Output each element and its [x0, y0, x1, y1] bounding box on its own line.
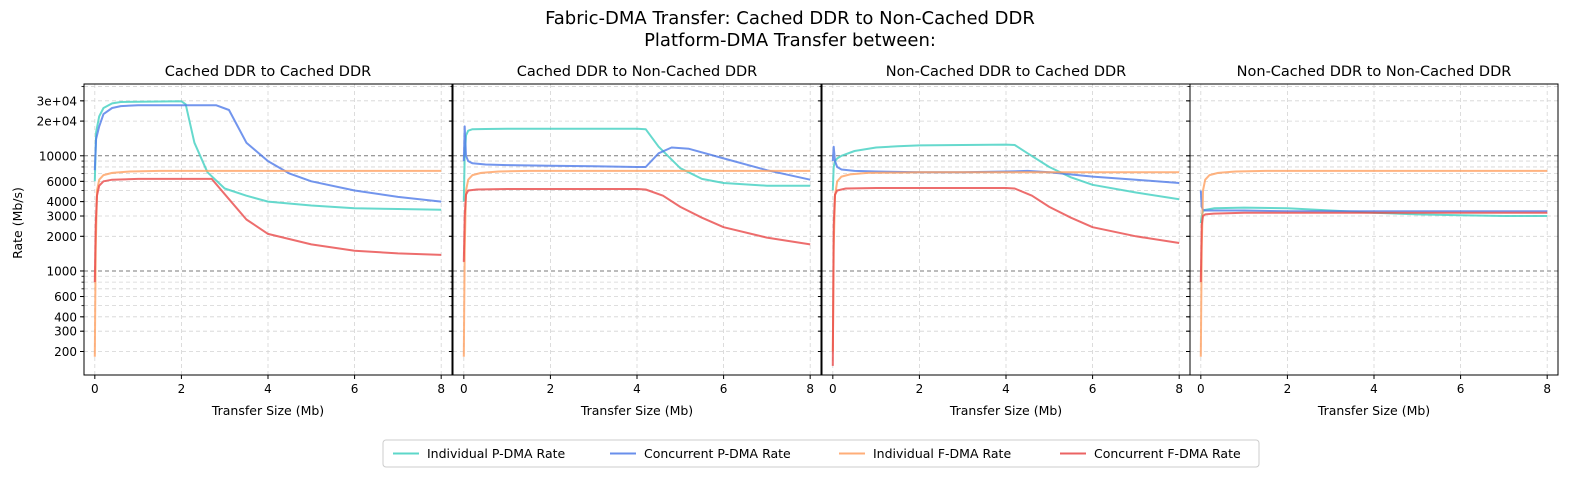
panel-title: Non-Cached DDR to Cached DDR	[886, 64, 1127, 80]
legend-label: Individual F-DMA Rate	[873, 446, 1011, 461]
x-tick-label: 8	[806, 382, 814, 396]
x-tick-label: 8	[1543, 382, 1551, 396]
x-tick-label: 4	[1370, 382, 1378, 396]
x-tick-label: 0	[460, 382, 468, 396]
legend-label: Concurrent F-DMA Rate	[1094, 446, 1241, 461]
legend-label: Concurrent P-DMA Rate	[644, 446, 791, 461]
x-tick-label: 2	[916, 382, 924, 396]
series-line-concurrent-p-dma-rate	[462, 125, 811, 181]
legend-frame	[382, 439, 1260, 468]
x-tick-label: 8	[437, 382, 445, 396]
series-line-individual-f-dma-rate	[1199, 169, 1548, 357]
legend-entry: Concurrent P-DMA Rate	[610, 446, 791, 461]
legend-entry: Concurrent F-DMA Rate	[1060, 446, 1241, 461]
series-line-concurrent-f-dma-rate	[1199, 211, 1548, 283]
panel-title: Cached DDR to Non-Cached DDR	[517, 64, 758, 80]
x-tick-label: 2	[178, 382, 186, 396]
y-tick-label: 4000	[46, 195, 77, 209]
y-tick-label: 2000	[46, 230, 77, 244]
panel-1: Cached DDR to Cached DDR 0 2 4 6 8 Transfer Si…	[37, 64, 453, 418]
y-tick-label: 400	[54, 310, 77, 324]
legend-entry: Individual P-DMA Rate	[393, 446, 566, 461]
x-axis-label: Transfer Size (Mb)	[211, 403, 324, 418]
series-line-concurrent-f-dma-rate	[93, 177, 442, 283]
x-tick-label: 0	[1197, 382, 1205, 396]
x-tick-label: 2	[1284, 382, 1292, 396]
x-tick-label: 0	[91, 382, 99, 396]
panels: Cached DDR to Cached DDR 0 2 4 6 8 Transfer Si…	[37, 64, 1559, 418]
series-line-individual-p-dma-rate	[462, 127, 811, 202]
series-line-concurrent-f-dma-rate	[831, 187, 1180, 366]
y-tick-label: 3e+04	[37, 94, 77, 108]
y-tick-label: 10000	[39, 149, 77, 163]
legend: Individual P-DMA Rate Concurrent P-DMA Ra…	[382, 439, 1260, 468]
figure-title-line1: Fabric-DMA Transfer: Cached DDR to Non-C…	[545, 8, 1035, 29]
legend-entry: Individual F-DMA Rate	[839, 446, 1011, 461]
x-tick-label: 0	[829, 382, 837, 396]
y-tick-label: 1000	[46, 264, 77, 278]
x-tick-label: 8	[1175, 382, 1183, 396]
x-tick-label: 6	[1089, 382, 1097, 396]
panel-2: Cached DDR to Non-Cached DDR 0 2 4 6 8 Transfe…	[449, 64, 822, 418]
panel-title: Cached DDR to Cached DDR	[165, 64, 371, 80]
y-tick-label: 300	[54, 325, 77, 339]
series-line-concurrent-f-dma-rate	[462, 188, 811, 262]
x-axis-label: Transfer Size (Mb)	[1317, 403, 1430, 418]
legend-label: Individual P-DMA Rate	[427, 446, 566, 461]
series-line-concurrent-p-dma-rate	[93, 104, 442, 203]
y-tick-label: 2e+04	[37, 115, 77, 129]
y-tick-label: 6000	[46, 175, 77, 189]
x-tick-label: 2	[547, 382, 555, 396]
y-tick-label: 600	[54, 290, 77, 304]
panel-4: Non-Cached DDR to Non-Cached DDR 0 2 4 6 8 Tra…	[1186, 64, 1559, 418]
x-tick-label: 6	[351, 382, 359, 396]
y-axis-label: Rate (Mb/s)	[10, 187, 25, 259]
x-axis-label: Transfer Size (Mb)	[580, 403, 693, 418]
y-tick-label: 200	[54, 345, 77, 359]
panel-title: Non-Cached DDR to Non-Cached DDR	[1237, 64, 1512, 80]
x-tick-label: 6	[1457, 382, 1465, 396]
figure-title-line2: Platform-DMA Transfer between:	[644, 30, 936, 51]
panel-3: Non-Cached DDR to Cached DDR 0 2 4 6 8 Transfe…	[818, 64, 1191, 418]
series-line-individual-p-dma-rate	[831, 143, 1180, 201]
x-tick-label: 4	[1002, 382, 1010, 396]
x-tick-label: 4	[264, 382, 272, 396]
y-tick-label: 3000	[46, 210, 77, 224]
x-tick-label: 4	[633, 382, 641, 396]
x-axis-label: Transfer Size (Mb)	[949, 403, 1062, 418]
x-tick-label: 6	[720, 382, 728, 396]
